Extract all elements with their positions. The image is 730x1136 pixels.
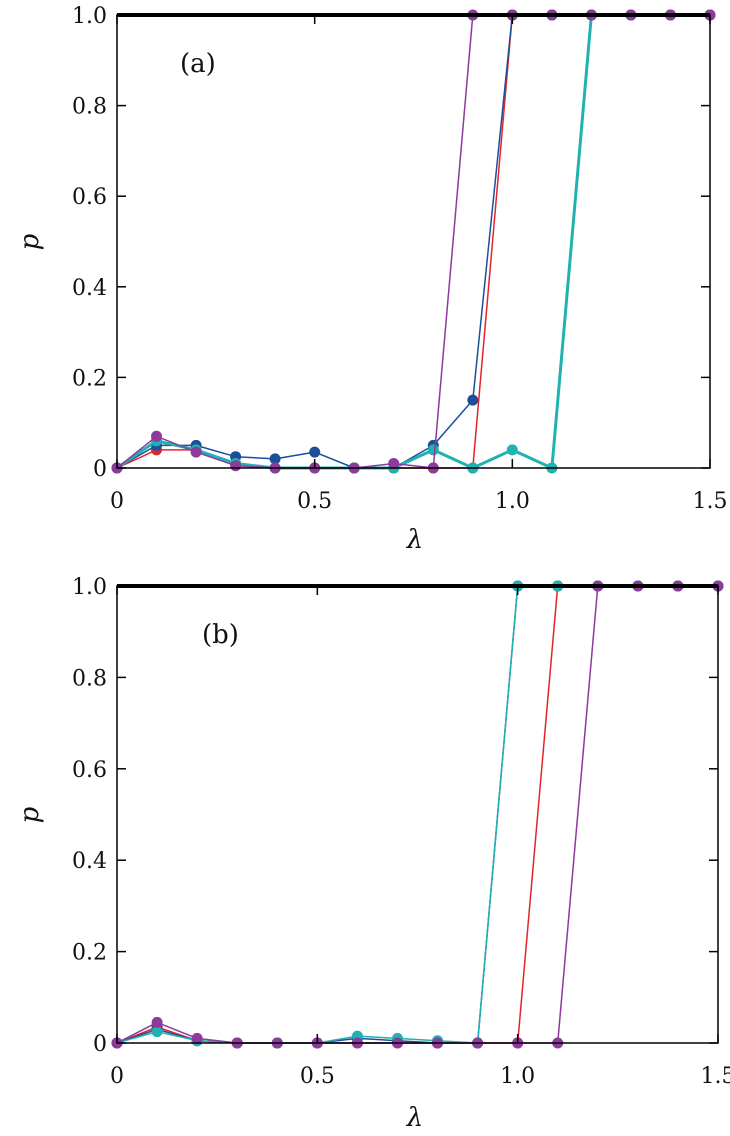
series-line-3 — [116, 13, 710, 470]
chart-panel-b: 0 0.5 1.0 1.5 0 0.2 0.4 0.6 0.8 1.0 (b) λ p — [15, 575, 730, 1133]
series-line-1 — [116, 585, 718, 1044]
ticks-layer: 0 0.5 1.0 1.5 0 0.2 0.4 0.6 0.8 1.0 — [72, 575, 730, 1089]
series-line-2 — [116, 14, 710, 469]
y-tick-label: 0.6 — [72, 758, 107, 783]
x-tick-label: 0.5 — [297, 489, 332, 514]
y-tick-label: 0.4 — [72, 849, 107, 874]
x-tick-label: 1.0 — [500, 1064, 535, 1089]
data-point — [388, 458, 400, 469]
series-line-1 — [116, 14, 710, 469]
data-point — [190, 446, 202, 458]
y-tick-label: 1.0 — [72, 4, 107, 29]
data-point — [506, 444, 518, 456]
y-tick-label: 0.2 — [72, 366, 107, 391]
x-axis-label: λ — [406, 525, 423, 555]
data-point — [309, 446, 321, 458]
y-tick-label: 1.0 — [72, 575, 107, 600]
data-point — [269, 453, 281, 465]
series-line-2 — [116, 585, 718, 1044]
y-tick-label: 0.8 — [72, 95, 107, 120]
y-tick-label: 0.4 — [72, 276, 107, 301]
data-point — [427, 444, 439, 456]
y-tick-label: 0 — [93, 457, 107, 482]
x-tick-label: 1.5 — [701, 1064, 730, 1089]
y-tick-label: 0.6 — [72, 185, 107, 210]
series-line-4 — [116, 585, 718, 1044]
panel-label: (a) — [180, 49, 216, 79]
series-layer — [111, 580, 724, 1049]
data-point — [151, 1016, 163, 1028]
y-tick-label: 0 — [93, 1032, 107, 1057]
ticks-layer: 0 0.5 1.0 1.5 0 0.2 0.4 0.6 0.8 1.0 — [72, 4, 728, 514]
y-tick-label: 0.8 — [72, 666, 107, 691]
chart-panel-a: 0 0.5 1.0 1.5 0 0.2 0.4 0.6 0.8 1.0 (a) λ p — [15, 4, 728, 555]
x-axis-label: λ — [406, 1103, 423, 1133]
series-line-3 — [116, 585, 718, 1044]
x-tick-label: 0 — [110, 1064, 124, 1089]
x-tick-label: 0.5 — [300, 1064, 335, 1089]
panel-label: (b) — [202, 620, 239, 650]
plot-frame — [116, 585, 719, 1044]
y-axis-label: p — [15, 233, 45, 250]
x-tick-label: 1.5 — [693, 489, 728, 514]
plot-frame — [116, 14, 711, 469]
series-line-4 — [116, 14, 710, 469]
x-tick-label: 1.0 — [495, 489, 530, 514]
data-point — [191, 1032, 203, 1044]
data-point — [151, 1026, 163, 1038]
y-axis-label: p — [15, 806, 45, 823]
x-tick-label: 0 — [110, 489, 124, 514]
series-layer — [111, 9, 716, 474]
data-point — [467, 394, 479, 406]
data-point — [230, 460, 242, 472]
y-tick-label: 0.2 — [72, 941, 107, 966]
data-point — [151, 430, 162, 442]
